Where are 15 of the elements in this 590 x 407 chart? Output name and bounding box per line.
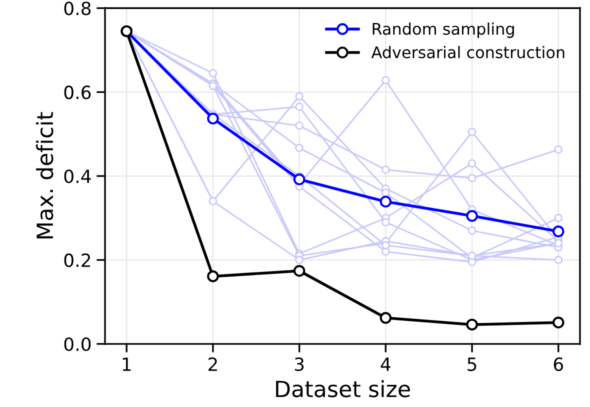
x-tick-label: 4: [380, 358, 390, 371]
x-tick-label: 3: [294, 357, 304, 372]
x-tick-label: 6: [554, 357, 563, 372]
x-axis-title: Dataset size: [276, 380, 410, 398]
x-tick-label: 2: [208, 357, 217, 371]
y-tick-label: 0.6: [64, 86, 91, 100]
legend-label: Random sampling: [372, 22, 514, 38]
y-tick-label: 0.4: [64, 169, 91, 184]
y-tick-label: 0.2: [64, 253, 90, 268]
x-tick-label: 1: [122, 358, 131, 371]
legend-label: Adversarial construction: [371, 46, 564, 58]
y-tick-label: 0.8: [64, 2, 91, 16]
y-tick-label: 0.0: [64, 337, 91, 352]
x-tick-label: 5: [468, 358, 476, 372]
y-axis-title: Max. deficit: [36, 112, 54, 238]
